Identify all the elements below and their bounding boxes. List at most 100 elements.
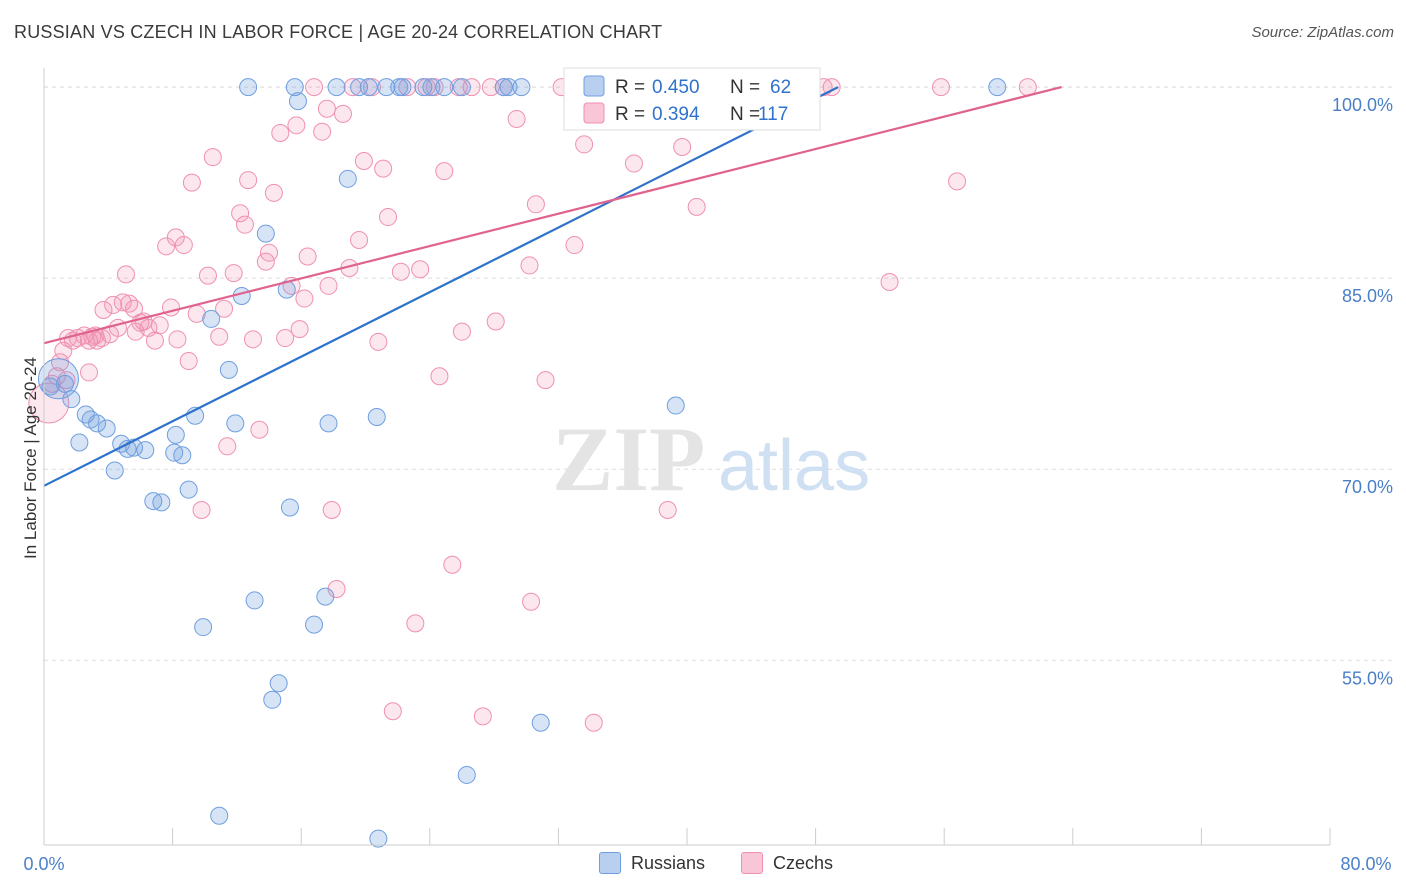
x-max-label: 80.0% xyxy=(1340,854,1391,874)
czechs-trend-line xyxy=(43,86,1062,345)
y-tick-label: 100.0% xyxy=(1332,95,1393,115)
russians-point xyxy=(269,674,288,693)
czechs-point xyxy=(507,109,526,128)
czechs-point xyxy=(239,171,258,190)
czechs-point xyxy=(210,327,229,346)
czechs-point xyxy=(374,159,393,178)
russians-point xyxy=(305,615,324,634)
watermark-atlas: atlas xyxy=(718,426,870,506)
czechs-point xyxy=(120,294,139,313)
russians-point xyxy=(62,390,81,409)
czechs-point xyxy=(264,183,283,202)
y-tick-label: 55.0% xyxy=(1342,668,1393,688)
czechs-point xyxy=(520,256,539,275)
czechs-point xyxy=(687,197,706,216)
russians-point xyxy=(435,78,454,97)
czechs-point xyxy=(243,330,262,349)
czechs-point xyxy=(658,500,677,519)
czechs-point xyxy=(624,154,643,173)
czechs-point xyxy=(174,236,193,255)
czechs-point xyxy=(473,707,492,726)
russians-point xyxy=(105,461,124,480)
russians-point xyxy=(166,425,185,444)
czechs-point xyxy=(673,137,692,156)
russians-point xyxy=(256,224,275,243)
axis-labels: 0.0% 80.0% In Labor Force | Age 20-24 55… xyxy=(21,95,1393,874)
czechs-point xyxy=(276,329,295,348)
chart-source: Source: ZipAtlas.com xyxy=(1251,24,1394,41)
russians-point xyxy=(422,78,441,97)
trend-lines xyxy=(43,86,1062,487)
russians-point xyxy=(350,78,369,97)
czechs-point xyxy=(931,78,950,97)
czechs-point xyxy=(481,78,500,97)
russians-point xyxy=(377,78,396,97)
russians-point xyxy=(152,493,171,512)
czechs-point xyxy=(179,351,198,370)
russians-point xyxy=(457,765,476,784)
legend-russians-r-label: R = xyxy=(615,77,645,98)
czechs-point xyxy=(526,195,545,214)
czechs-point xyxy=(150,316,169,335)
czechs-point xyxy=(287,116,306,135)
czechs-point xyxy=(948,172,967,191)
russians-point xyxy=(531,713,550,732)
russians-point xyxy=(210,806,229,825)
czechs-point xyxy=(350,230,369,249)
russians-trend-line xyxy=(43,86,839,487)
legend-top-box xyxy=(563,67,821,131)
czechs-point xyxy=(51,353,70,372)
czechs-point xyxy=(305,78,324,97)
russians-point xyxy=(319,414,338,433)
czechs-point xyxy=(462,78,481,97)
legend-czechs-n-value: 117 xyxy=(758,104,788,125)
czechs-point xyxy=(443,555,462,574)
czechs-point xyxy=(168,330,187,349)
czechs-point xyxy=(295,289,314,308)
legend-russians: Russians xyxy=(599,852,705,874)
russians-point xyxy=(136,441,155,460)
czechs-point xyxy=(250,420,269,439)
czechs-point xyxy=(575,135,594,154)
russians-point xyxy=(499,78,518,97)
czechs-point xyxy=(224,264,243,283)
czechs-point xyxy=(182,173,201,192)
russians-point xyxy=(327,78,346,97)
russians-point xyxy=(367,408,386,427)
russians-point xyxy=(88,414,107,433)
czechs-point xyxy=(435,162,454,181)
legend-top: R = 0.450 N = 62 R = 0.394 N = 117 xyxy=(563,67,821,131)
czechs-point xyxy=(391,262,410,281)
czechs-point xyxy=(235,215,254,234)
y-tick-label: 85.0% xyxy=(1342,286,1393,306)
watermark: ZIP atlas xyxy=(552,408,870,510)
czechs-point xyxy=(354,151,373,170)
russians-point xyxy=(202,309,221,328)
czechs-swatch xyxy=(741,852,763,874)
legend-czechs-label: Czechs xyxy=(773,852,834,873)
x-min-label: 0.0% xyxy=(23,854,64,874)
czechs-point xyxy=(536,371,555,390)
russians-point xyxy=(393,78,412,97)
russians-point xyxy=(239,78,258,97)
russians-point xyxy=(359,78,378,97)
czechs-point xyxy=(319,276,338,295)
czechs-point xyxy=(343,78,362,97)
russians-point xyxy=(512,78,531,97)
czechs-point xyxy=(290,320,309,339)
legend-czechs-r-value: 0.394 xyxy=(652,104,700,125)
czechs-point xyxy=(231,204,250,223)
czechs-point xyxy=(522,592,541,611)
russians-point xyxy=(41,377,60,396)
russians-point xyxy=(263,690,282,709)
czechs-point xyxy=(452,322,471,341)
russians-point xyxy=(369,829,388,848)
czechs-point xyxy=(880,272,899,291)
russians-point xyxy=(70,433,89,452)
czechs-point xyxy=(192,500,211,519)
legend-czechs-swatch xyxy=(583,102,605,124)
russians-point xyxy=(55,374,74,393)
russians-point xyxy=(219,360,238,379)
czechs-point xyxy=(113,293,132,312)
